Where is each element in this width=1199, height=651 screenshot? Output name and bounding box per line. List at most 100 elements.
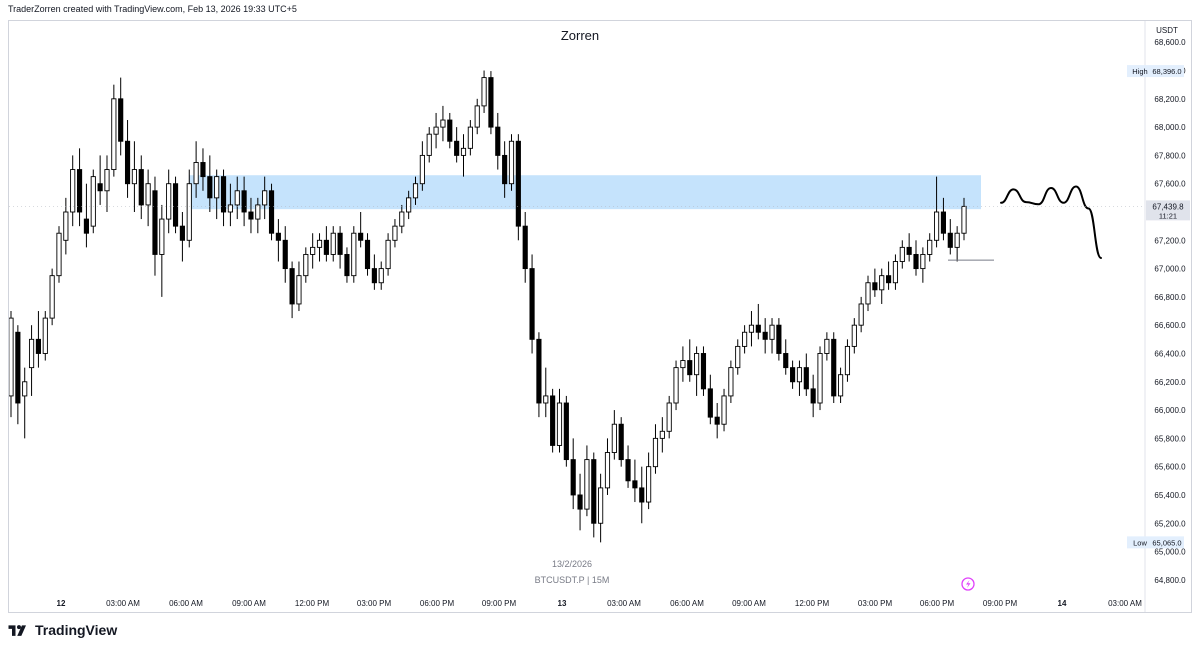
candle-body (879, 275, 885, 291)
candle-body (618, 423, 624, 461)
candle-body (508, 140, 515, 185)
candle-body (728, 367, 734, 397)
candle-body (550, 395, 556, 446)
candle-body (262, 190, 268, 206)
candle-body (495, 126, 501, 156)
price-tick-label: 66,400.0 (1154, 349, 1186, 358)
candle-body (166, 183, 172, 220)
candle-body (70, 169, 76, 213)
candle-body (543, 395, 549, 404)
candles-layer (9, 70, 994, 543)
chart-panel[interactable]: 68,600.068,400.068,200.068,000.067,800.0… (8, 20, 1192, 613)
candle-body (97, 183, 103, 192)
candle-body (268, 190, 275, 234)
price-tick-label: 66,200.0 (1154, 378, 1186, 387)
low-marker-bg (1127, 536, 1184, 549)
time-tick-label: 13 (558, 599, 567, 608)
candle-body (570, 459, 576, 496)
price-tick-label: 67,600.0 (1154, 180, 1186, 189)
low-marker-label: Low (1133, 538, 1147, 547)
candle-body (556, 402, 563, 446)
candle-body (865, 282, 871, 305)
time-tick-label: 03:00 AM (607, 599, 641, 608)
candle-body (872, 282, 878, 291)
projection-drawing (1000, 185, 1102, 259)
candle-body (63, 211, 69, 241)
candle-body (886, 275, 892, 284)
candle-body (831, 338, 837, 397)
candle-body (954, 232, 960, 248)
candle-body (9, 317, 14, 397)
candle-body (186, 183, 192, 241)
candle-body (563, 402, 569, 461)
candle-body (817, 353, 823, 404)
time-tick-label: 03:00 PM (357, 599, 392, 608)
candle-body (906, 246, 912, 255)
candle-body (392, 225, 398, 241)
candle-body (584, 459, 590, 510)
time-tick-label: 03:00 AM (106, 599, 140, 608)
candle-body (851, 324, 857, 347)
candle-body (351, 232, 357, 277)
candle-body (522, 225, 528, 270)
candle-body (721, 395, 727, 425)
candle-body (577, 494, 583, 510)
candle-body (419, 154, 425, 185)
price-tick-label: 65,800.0 (1154, 434, 1186, 443)
time-tick-label: 06:00 AM (169, 599, 203, 608)
candle-body (214, 176, 220, 199)
price-tick-label: 66,800.0 (1154, 293, 1186, 302)
supply-zone (189, 175, 982, 210)
candle-body (934, 211, 940, 241)
time-tick-label: 06:00 AM (670, 599, 704, 608)
candle-body (515, 140, 521, 227)
candle-body (790, 367, 796, 383)
candle-body (282, 239, 288, 270)
candle-body (783, 353, 789, 369)
candle-body (76, 169, 83, 213)
candle-body (207, 176, 213, 199)
candle-body (920, 253, 926, 270)
candle-body (940, 211, 947, 234)
candle-body (358, 232, 364, 241)
symbol-caption: BTCUSDT.P | 15M (535, 575, 610, 585)
candle-body (824, 338, 830, 354)
price-tick-label: 66,000.0 (1154, 406, 1186, 415)
candle-body (735, 345, 741, 369)
candle-body (22, 381, 28, 397)
candle-body (131, 169, 137, 185)
candle-body (220, 176, 227, 213)
candle-body (159, 218, 165, 255)
candle-body (838, 374, 844, 397)
chart-title: Zorren (561, 28, 599, 43)
candlestick-chart[interactable]: 68,600.068,400.068,200.068,000.067,800.0… (9, 21, 1192, 613)
candle-body (803, 367, 809, 390)
last-price-bg (1146, 200, 1190, 221)
time-tick-label: 09:00 AM (732, 599, 766, 608)
candle-body (344, 253, 350, 277)
candle-body (796, 367, 803, 383)
price-tick-label: 66,600.0 (1154, 321, 1186, 330)
candle-body (406, 197, 412, 213)
candle-body (858, 303, 864, 326)
candle-body (652, 437, 659, 468)
candle-body (536, 338, 542, 404)
candle-body (502, 154, 508, 185)
high-marker-label: High (1132, 67, 1147, 76)
time-tick-label: 12:00 PM (295, 599, 330, 608)
candle-body (255, 204, 261, 220)
candle-body (659, 430, 665, 439)
candle-body (440, 119, 446, 128)
candle-body (104, 169, 110, 192)
candle-body (666, 402, 672, 432)
candle-body (248, 211, 254, 220)
alert-icon[interactable] (961, 577, 975, 591)
time-axis: 12 03:00 AM 06:00 AM 09:00 AM 12:00 PM 03:00 … (57, 599, 1143, 608)
candle-body (179, 225, 185, 241)
candle-body (844, 345, 851, 376)
candle-body (385, 239, 391, 270)
candle-body (49, 275, 55, 319)
price-tick-label: 68,000.0 (1154, 123, 1186, 132)
candle-body (591, 459, 597, 524)
candle-body (289, 268, 295, 305)
